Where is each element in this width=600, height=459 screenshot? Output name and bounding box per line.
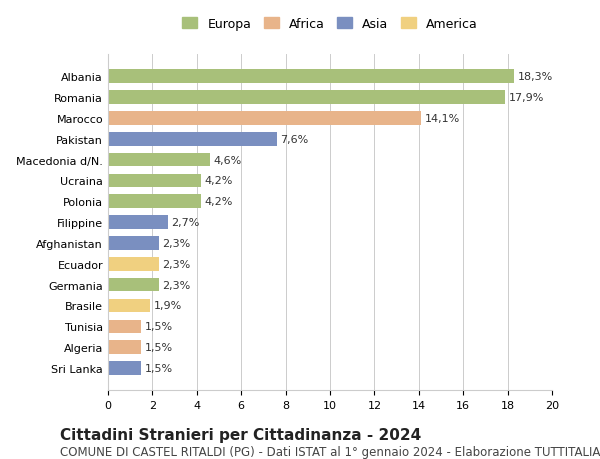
Text: 2,3%: 2,3% (163, 280, 191, 290)
Bar (108, 195, 201, 208)
Bar (108, 70, 514, 84)
Bar (108, 112, 421, 125)
Text: 4,6%: 4,6% (214, 155, 242, 165)
Text: Cittadini Stranieri per Cittadinanza - 2024: Cittadini Stranieri per Cittadinanza - 2… (60, 427, 421, 442)
Text: 1,5%: 1,5% (145, 322, 173, 331)
Text: 1,5%: 1,5% (145, 363, 173, 373)
Bar (108, 320, 142, 333)
Text: 1,5%: 1,5% (145, 342, 173, 353)
Text: 2,3%: 2,3% (163, 259, 191, 269)
Bar (108, 278, 159, 292)
Text: 7,6%: 7,6% (280, 134, 308, 145)
Bar (108, 299, 150, 313)
Bar (108, 361, 142, 375)
Bar (108, 237, 159, 250)
Bar (108, 174, 201, 188)
Text: 14,1%: 14,1% (424, 114, 460, 123)
Text: 2,7%: 2,7% (171, 218, 200, 228)
Text: 2,3%: 2,3% (163, 238, 191, 248)
Text: COMUNE DI CASTEL RITALDI (PG) - Dati ISTAT al 1° gennaio 2024 - Elaborazione TUT: COMUNE DI CASTEL RITALDI (PG) - Dati IST… (60, 445, 600, 458)
Text: 17,9%: 17,9% (509, 93, 544, 103)
Text: 1,9%: 1,9% (154, 301, 182, 311)
Bar (108, 153, 210, 167)
Bar (108, 133, 277, 146)
Bar (108, 216, 168, 230)
Text: 4,2%: 4,2% (205, 176, 233, 186)
Legend: Europa, Africa, Asia, America: Europa, Africa, Asia, America (182, 18, 478, 31)
Bar (108, 91, 505, 105)
Text: 18,3%: 18,3% (518, 72, 553, 82)
Bar (108, 257, 159, 271)
Text: 4,2%: 4,2% (205, 197, 233, 207)
Bar (108, 341, 142, 354)
